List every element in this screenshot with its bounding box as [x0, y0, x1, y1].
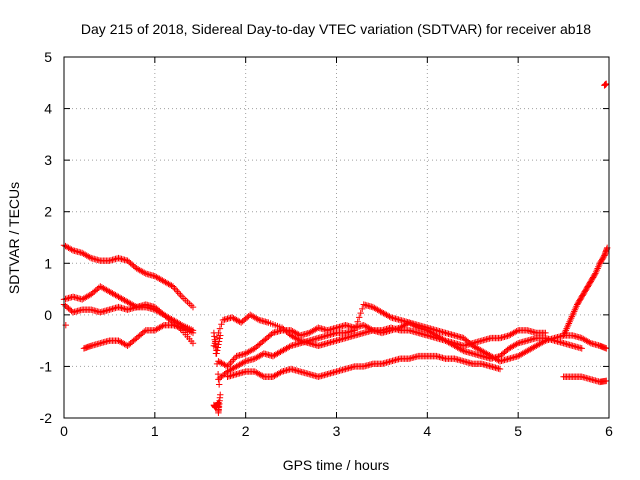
data-point	[603, 345, 610, 352]
series-rise	[560, 244, 611, 339]
x-tick-label: 6	[605, 423, 613, 439]
data-point	[218, 321, 225, 328]
series-track-4	[80, 321, 197, 352]
y-axis-label: SDTVAR / TECUs	[6, 182, 22, 294]
data-point	[174, 288, 181, 295]
axis-ticks: 0 1 2 3 4 5 6 -2 -1 0 1 2 3 4 5	[40, 49, 614, 439]
data-point	[189, 303, 197, 311]
data-point	[352, 322, 360, 330]
data-point	[172, 286, 180, 294]
data-point	[215, 381, 223, 388]
y-tick-label: 4	[44, 101, 52, 117]
data-point	[189, 329, 197, 337]
series-end-spike	[601, 80, 610, 89]
grid	[64, 57, 609, 418]
data-point	[68, 246, 75, 253]
data-point	[217, 332, 224, 339]
data-point	[413, 323, 420, 331]
data-point	[386, 313, 393, 320]
data-point	[513, 340, 520, 348]
data-point	[351, 327, 358, 334]
series-track-8	[224, 352, 504, 380]
data-point	[357, 309, 364, 317]
y-tick-label: 5	[44, 49, 52, 65]
data-point	[603, 80, 610, 88]
series-track-9	[560, 373, 610, 386]
y-tick-label: -1	[40, 358, 53, 374]
data-point	[368, 326, 375, 333]
data-point	[240, 358, 248, 366]
series-track-3	[60, 301, 197, 347]
data-points	[60, 80, 611, 417]
data-point	[175, 290, 183, 297]
series-track-1	[60, 242, 197, 311]
data-point	[603, 377, 610, 385]
data-point	[216, 325, 224, 332]
data-point	[214, 370, 222, 378]
x-axis-label: GPS time / hours	[283, 457, 390, 473]
data-point	[286, 343, 293, 350]
data-point	[213, 350, 220, 357]
data-point	[214, 347, 221, 354]
data-point	[141, 269, 148, 276]
data-point	[86, 254, 93, 261]
data-point	[356, 314, 363, 321]
x-tick-label: 1	[151, 423, 159, 439]
data-point	[513, 327, 520, 335]
data-point	[213, 360, 221, 368]
data-point	[254, 315, 261, 323]
data-point	[586, 339, 593, 346]
y-tick-label: -2	[40, 410, 53, 426]
data-point	[591, 271, 598, 279]
data-point	[578, 345, 585, 352]
data-point	[215, 341, 222, 348]
data-point	[189, 340, 197, 347]
series-track-7	[215, 301, 585, 383]
x-tick-label: 0	[60, 423, 68, 439]
data-point	[217, 391, 224, 398]
data-point	[496, 365, 504, 373]
x-tick-label: 5	[514, 423, 522, 439]
data-point	[277, 369, 284, 376]
data-point	[177, 291, 184, 299]
data-point	[216, 335, 223, 342]
data-point	[228, 358, 236, 365]
data-point	[259, 372, 266, 380]
series-jump	[210, 329, 224, 417]
data-point	[159, 322, 166, 330]
data-point	[222, 362, 230, 369]
x-tick-label: 3	[333, 423, 341, 439]
y-tick-label: 0	[44, 307, 52, 323]
y-tick-label: 2	[44, 204, 52, 220]
data-point	[458, 346, 466, 354]
y-tick-label: 3	[44, 152, 52, 168]
data-point	[215, 338, 223, 345]
x-tick-label: 4	[423, 423, 431, 439]
data-point	[225, 361, 233, 368]
chart-title: Day 215 of 2018, Sidereal Day-to-day VTE…	[81, 21, 591, 37]
data-point	[354, 318, 361, 325]
data-point	[141, 328, 148, 335]
data-point	[214, 344, 222, 351]
data-point	[230, 356, 237, 363]
x-tick-label: 2	[242, 423, 250, 439]
y-tick-label: 1	[44, 255, 52, 271]
data-point	[359, 305, 366, 313]
